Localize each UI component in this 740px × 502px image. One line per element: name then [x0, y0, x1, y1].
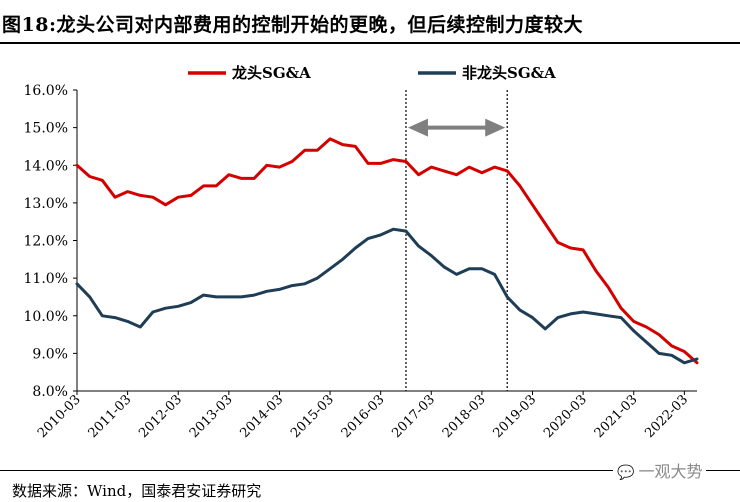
- x-tick-label: 2013-03: [187, 392, 236, 441]
- x-tick-label: 2018-03: [440, 392, 489, 441]
- wechat-bubble-icon: 💬: [617, 465, 635, 481]
- legend-label-0: 龙头SG&A: [231, 64, 311, 82]
- x-tick-label: 2016-03: [339, 392, 388, 441]
- chart-title: 图18:龙头公司对内部费用的控制开始的更晚，但后续控制力度较大: [2, 14, 583, 36]
- x-tick-label: 2015-03: [288, 392, 337, 441]
- x-tick-label: 2020-03: [541, 392, 590, 441]
- y-tick-label: 14.0%: [24, 158, 68, 174]
- x-tick-label: 2014-03: [237, 392, 286, 441]
- y-tick-label: 13.0%: [24, 196, 68, 212]
- x-tick-label: 2012-03: [136, 392, 185, 441]
- y-tick-label: 8.0%: [32, 384, 68, 400]
- y-tick-label: 11.0%: [24, 271, 68, 287]
- x-tick-label: 2021-03: [592, 392, 641, 441]
- footer-rule: [0, 470, 740, 471]
- x-tick-label: 2011-03: [86, 392, 135, 441]
- y-tick-label: 12.0%: [24, 234, 68, 250]
- y-tick-label: 9.0%: [32, 346, 68, 362]
- line-chart: 8.0% 9.0% 10.0% 11.0% 12.0% 13.0% 14.0% 15.0% 16…: [24, 64, 699, 441]
- x-tick-label: 2019-03: [491, 392, 540, 441]
- watermark: 💬 一观大势: [613, 458, 707, 482]
- x-tick-label: 2022-03: [642, 392, 691, 441]
- arrow-head-right: [485, 118, 506, 137]
- title-underline: [0, 42, 740, 44]
- series-line-1: [75, 227, 699, 365]
- arrow-head-left: [407, 118, 428, 137]
- y-tick-label: 10.0%: [24, 309, 68, 325]
- y-tick-label: 16.0%: [24, 83, 68, 99]
- source-note: 数据来源：Wind，国泰君安证券研究: [12, 482, 262, 500]
- watermark-text: 一观大势: [638, 462, 703, 481]
- x-tick-label: 2017-03: [389, 392, 438, 441]
- double-arrow: [407, 118, 506, 137]
- legend-label-1: 非龙头SG&A: [462, 64, 556, 82]
- series-line-0: [75, 137, 699, 365]
- y-tick-label: 15.0%: [24, 121, 68, 137]
